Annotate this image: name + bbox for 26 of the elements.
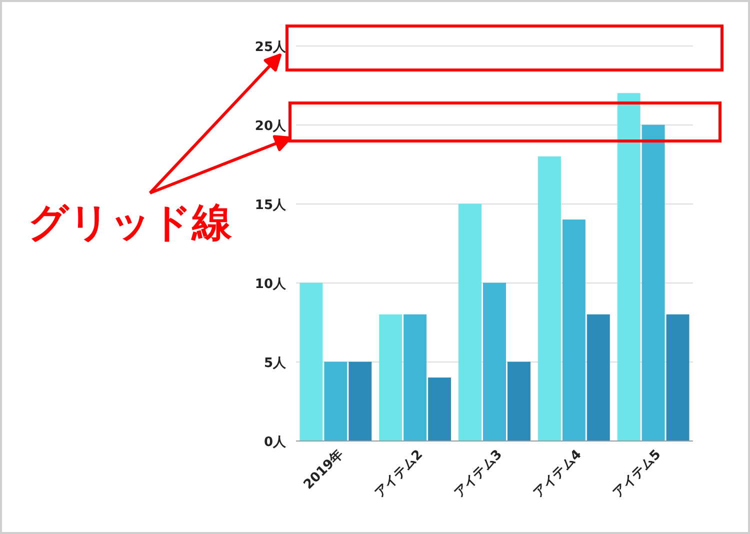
y-tick-label: 0人 (264, 435, 287, 450)
y-tick-label: 20人 (254, 119, 287, 134)
x-tick-label: アイテム4 (530, 447, 585, 501)
bar (404, 314, 427, 442)
bar (483, 282, 506, 442)
bar (586, 314, 610, 442)
bar (642, 124, 665, 442)
x-tick-label: アイテム5 (610, 447, 664, 501)
bar (428, 378, 452, 442)
bar (324, 362, 348, 442)
bar (458, 204, 482, 442)
y-tick-label: 5人 (264, 356, 287, 371)
bar (538, 156, 561, 442)
y-tick-label: 10人 (254, 277, 287, 292)
bar (507, 362, 530, 442)
bar (617, 93, 640, 442)
y-tick-label: 15人 (254, 198, 287, 213)
bar (300, 282, 323, 442)
bar (666, 314, 690, 442)
text: グリッド線 (28, 200, 233, 246)
x-tick-label: アイテム2 (372, 447, 426, 501)
bar (348, 362, 372, 442)
bar (379, 314, 402, 442)
y-tick-label: 25人 (254, 40, 287, 55)
bar (562, 220, 586, 442)
x-tick-label: アイテム3 (452, 447, 506, 501)
